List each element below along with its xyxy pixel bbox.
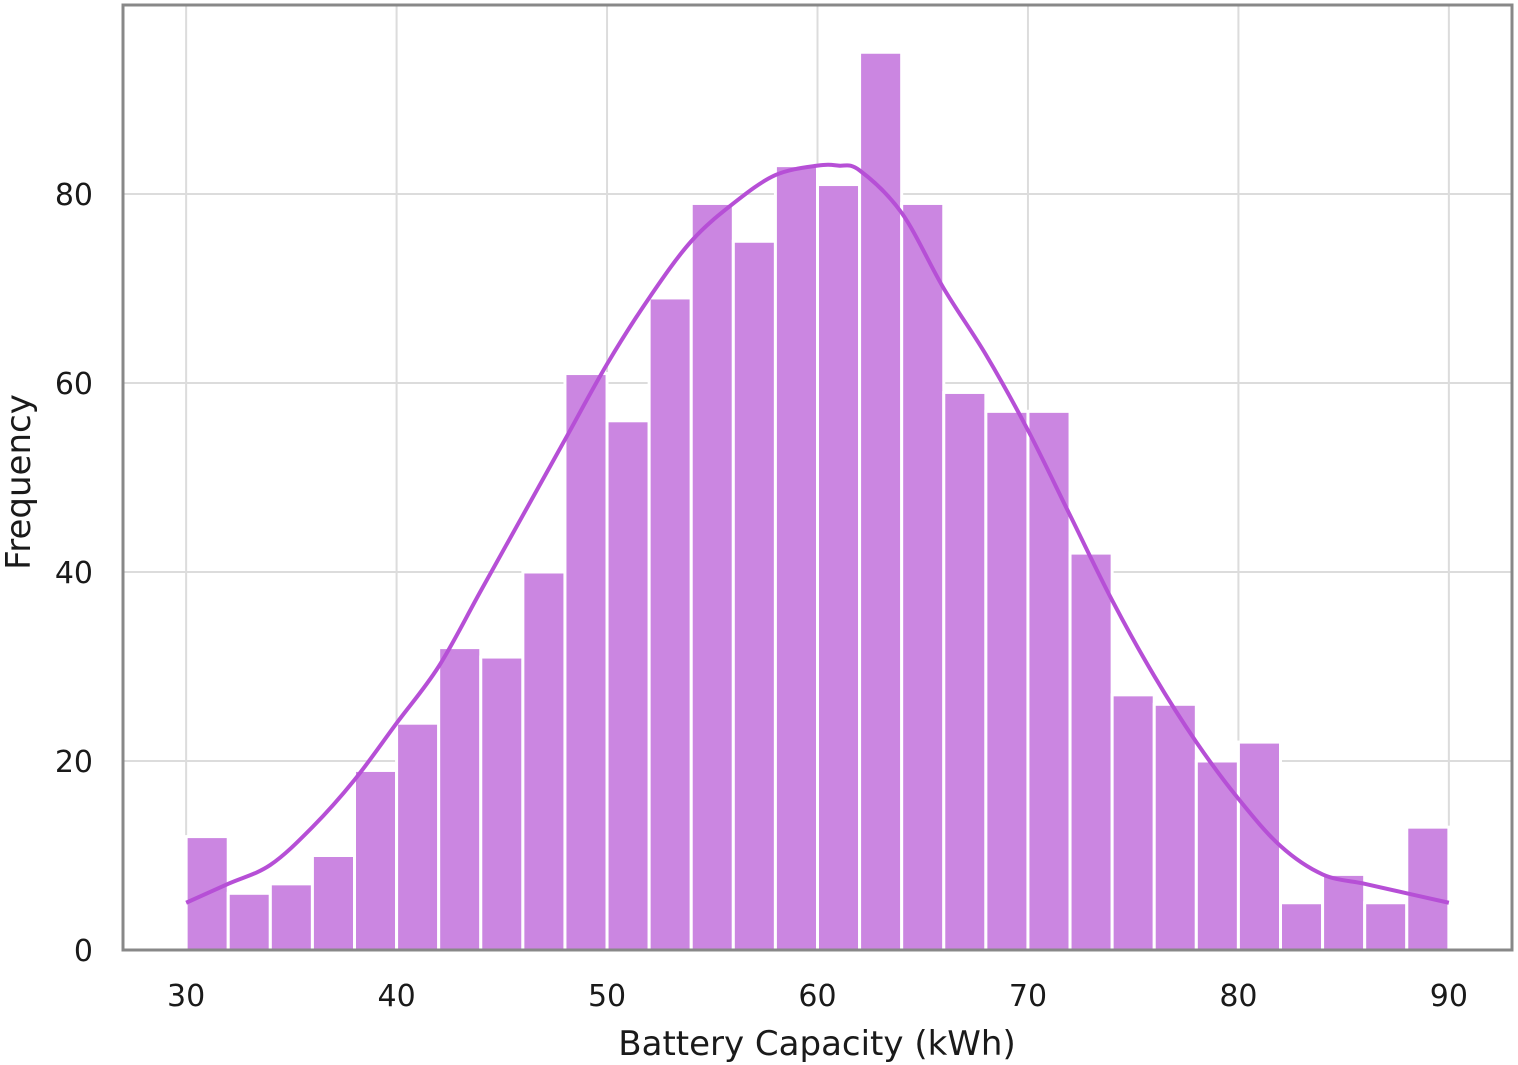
histogram-bar (1363, 901, 1409, 952)
histogram-bar (1110, 693, 1156, 952)
histogram-bar (479, 655, 525, 952)
histogram-bar (605, 419, 651, 952)
histogram-bar (353, 768, 399, 952)
x-tick-label: 30 (167, 979, 205, 1014)
y-tick-label: 40 (55, 556, 93, 591)
histogram-bars (184, 50, 1451, 952)
histogram-bar (942, 390, 988, 952)
y-axis-label: Frequency (0, 394, 39, 570)
histogram-bar (226, 891, 272, 952)
plot-frame (121, 3, 1514, 952)
histogram-bar (1279, 901, 1325, 952)
histogram-bar (437, 646, 483, 952)
histogram-bar (900, 201, 946, 952)
x-tick-label: 80 (1219, 979, 1257, 1014)
histogram-bar (647, 296, 693, 952)
histogram-bar (816, 183, 862, 952)
histogram-bar (731, 239, 777, 952)
x-tick-label: 90 (1430, 979, 1468, 1014)
histogram-bar (773, 164, 820, 952)
x-tick-label: 60 (798, 979, 836, 1014)
x-tick-label: 50 (588, 979, 626, 1014)
y-axis-ticks: 0 20 40 60 80 (55, 178, 93, 969)
histogram-bar (310, 854, 356, 952)
x-tick-label: 70 (1009, 979, 1047, 1014)
histogram-bar (984, 409, 1030, 952)
x-axis-ticks: 30 40 50 60 70 80 90 (167, 979, 1468, 1014)
y-tick-label: 60 (55, 367, 93, 402)
histogram-bar (1321, 872, 1367, 952)
x-tick-label: 40 (377, 979, 415, 1014)
y-tick-label: 80 (55, 178, 93, 213)
histogram-bar (1152, 702, 1198, 952)
histogram-bar (689, 201, 735, 952)
histogram-bar (1026, 409, 1072, 952)
kde-curve (185, 162, 1450, 905)
histogram-bar (268, 882, 314, 952)
histogram-bar (1068, 551, 1114, 952)
y-tick-label: 20 (55, 745, 93, 780)
histogram-bar (1236, 740, 1282, 952)
histogram-bar (1405, 825, 1451, 952)
y-tick-label: 0 (74, 934, 93, 969)
histogram-bar (395, 721, 441, 952)
histogram-bar (563, 372, 609, 952)
histogram-bar (521, 570, 567, 952)
x-axis-label: Battery Capacity (kWh) (618, 1024, 1015, 1064)
